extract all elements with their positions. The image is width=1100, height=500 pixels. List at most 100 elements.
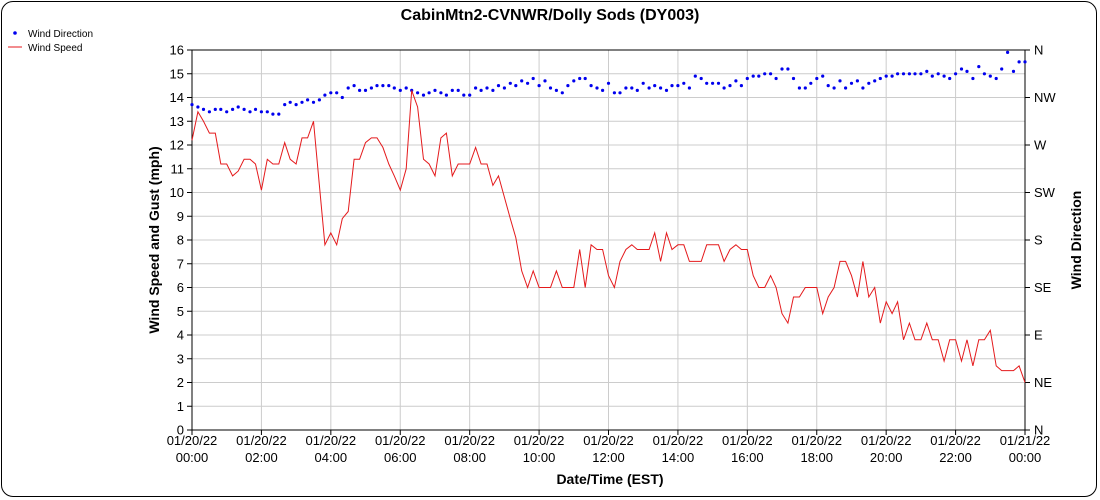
data-point (288, 100, 292, 104)
data-point (583, 76, 587, 81)
data-point (375, 84, 379, 88)
data-point (462, 93, 466, 97)
data-point (722, 86, 726, 90)
data-point (554, 88, 559, 92)
data-point (248, 110, 252, 114)
data-point (1017, 60, 1021, 64)
y-axis-title: Wind Speed and Gust (mph) (146, 146, 162, 333)
data-point (821, 74, 825, 78)
data-point (693, 74, 697, 78)
data-point (716, 81, 721, 85)
y-tick-label: 5 (177, 304, 184, 319)
data-point (797, 86, 802, 90)
x-tick-time: 02:00 (245, 450, 278, 465)
data-point (392, 86, 396, 90)
data-point (786, 67, 790, 71)
data-point (531, 76, 535, 81)
data-point (601, 88, 605, 92)
data-point (751, 74, 755, 78)
series-layer (190, 50, 1027, 383)
data-point (323, 93, 327, 97)
y-tick-label: 8 (177, 233, 184, 248)
x-axis-ticks: 01/20/22 00:00 01/20/22 02:00 01/20/22 04:00 0… (167, 430, 1050, 465)
x-tick-time: 10:00 (523, 450, 556, 465)
x-axis-title: Date/Time (EST) (556, 471, 663, 487)
data-point (502, 86, 506, 90)
y-tick-label: 11 (171, 161, 185, 176)
data-point (769, 72, 773, 76)
data-point (444, 93, 448, 97)
data-point (624, 86, 628, 90)
y-tick-label: 4 (177, 328, 184, 343)
x-tick-time: 00:00 (1009, 450, 1042, 465)
x-tick-date: 01/20/22 (583, 433, 634, 448)
y-tick-label: 13 (170, 114, 184, 129)
data-point (739, 84, 744, 88)
data-point (358, 88, 362, 92)
data-point (294, 103, 298, 107)
data-point (606, 81, 611, 85)
x-tick-date: 01/20/22 (444, 433, 495, 448)
data-point (225, 110, 229, 114)
data-point (890, 74, 894, 78)
data-point (705, 81, 709, 85)
data-point (259, 110, 263, 114)
data-point (300, 100, 304, 104)
data-point (641, 81, 645, 85)
legend-label-wind-direction: Wind Direction (28, 29, 93, 40)
data-point (306, 98, 310, 102)
data-point (913, 72, 917, 76)
data-point (959, 67, 964, 71)
y-tick-label: 1 (177, 399, 184, 414)
x-tick-time: 04:00 (315, 450, 348, 465)
data-point (734, 79, 738, 83)
data-point (416, 91, 420, 95)
y-tick-label: 14 (170, 90, 184, 105)
y2-tick-label: SE (1034, 280, 1052, 295)
data-point (560, 91, 564, 95)
data-point (456, 88, 460, 92)
data-point (468, 93, 472, 97)
x-tick-date: 01/20/22 (167, 433, 218, 448)
data-point (404, 86, 408, 90)
data-point (838, 79, 842, 83)
x-tick-time: 22:00 (939, 450, 972, 465)
y2-tick-label: SW (1034, 185, 1056, 200)
data-point (849, 81, 854, 85)
data-point (1000, 67, 1004, 71)
data-point (826, 84, 830, 88)
data-point (537, 84, 541, 88)
data-point (219, 107, 223, 111)
data-point (687, 86, 692, 90)
x-tick-date: 01/20/22 (722, 433, 773, 448)
data-point (595, 86, 599, 90)
data-point (450, 88, 454, 92)
data-point (919, 72, 923, 76)
x-tick-date: 01/20/22 (930, 433, 981, 448)
data-point (589, 84, 593, 88)
chart-title: CabinMtn2-CVNWR/Dolly Sods (DY003) (401, 7, 700, 24)
data-point (196, 105, 200, 109)
data-point (873, 79, 877, 83)
data-point (635, 88, 639, 92)
data-point (231, 107, 235, 111)
data-point (682, 81, 686, 85)
x-tick-date: 01/20/22 (514, 433, 565, 448)
data-point (213, 107, 217, 111)
data-point (907, 72, 912, 76)
data-point (387, 84, 391, 88)
data-point (884, 74, 888, 78)
data-point (809, 81, 813, 85)
data-point (485, 86, 489, 90)
data-point (335, 91, 339, 95)
y2-axis-title: Wind Direction (1068, 191, 1084, 290)
legend-item-wind-direction: Wind Direction (13, 29, 93, 40)
data-point (242, 107, 246, 111)
data-point (780, 67, 784, 71)
x-tick-time: 14:00 (662, 450, 695, 465)
data-point (664, 88, 669, 92)
series-points-wind-direction (190, 50, 1027, 116)
data-point (1006, 50, 1010, 55)
y2-tick-label: N (1034, 43, 1043, 58)
